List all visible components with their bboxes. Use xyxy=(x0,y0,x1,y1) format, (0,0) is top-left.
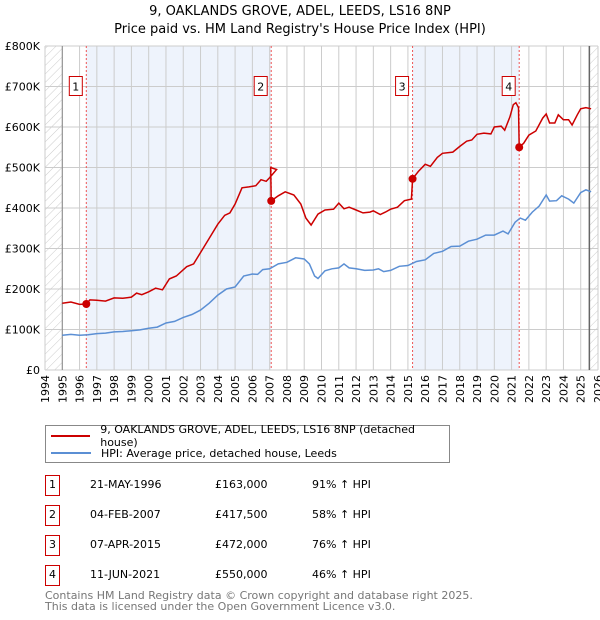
sale-date: 04-FEB-2007 xyxy=(90,508,161,521)
x-tick-label: 2008 xyxy=(281,375,294,403)
sale-price: £550,000 xyxy=(215,568,268,581)
x-tick-label: 2005 xyxy=(229,375,242,403)
legend-item-property: 9, OAKLANDS GROVE, ADEL, LEEDS, LS16 8NP… xyxy=(51,423,449,449)
x-tick-label: 2000 xyxy=(143,375,156,403)
x-tick-label: 2024 xyxy=(557,375,570,403)
y-tick-label: £500K xyxy=(5,162,41,175)
chart-title: 9, OAKLANDS GROVE, ADEL, LEEDS, LS16 8NP xyxy=(149,4,451,19)
x-tick-label: 2001 xyxy=(160,375,173,403)
legend-swatch-hpi xyxy=(51,452,91,454)
sale-price: £417,500 xyxy=(215,508,268,521)
sale-hpi-change: 46% ↑ HPI xyxy=(312,568,371,581)
y-tick-label: £200K xyxy=(5,283,41,296)
sale-price: £472,000 xyxy=(215,538,268,551)
footer: Contains HM Land Registry data © Crown c… xyxy=(45,590,473,612)
y-tick-label: £100K xyxy=(5,324,41,337)
x-tick-label: 2026 xyxy=(592,375,600,403)
sale-label-box xyxy=(501,76,516,96)
legend-item-hpi: HPI: Average price, detached house, Leed… xyxy=(51,445,337,461)
sale-date: 21-MAY-1996 xyxy=(90,478,162,491)
x-tick-label: 2021 xyxy=(506,375,519,403)
sale-label-number: 2 xyxy=(257,81,264,94)
sale-date: 11-JUN-2021 xyxy=(90,568,161,581)
x-tick-label: 2025 xyxy=(575,375,588,403)
x-tick-label: 2014 xyxy=(385,375,398,403)
legend: 9, OAKLANDS GROVE, ADEL, LEEDS, LS16 8NP… xyxy=(45,423,450,463)
sale-label-number: 3 xyxy=(399,81,406,94)
x-tick-label: 2020 xyxy=(488,375,501,403)
sale-point xyxy=(82,299,91,308)
x-tick-label: 2017 xyxy=(436,375,449,403)
hpi-line xyxy=(62,188,592,336)
y-tick-label: £0 xyxy=(26,364,40,377)
x-tick-label: 1998 xyxy=(108,375,121,403)
y-tick-label: £300K xyxy=(5,243,41,256)
sale-label-box xyxy=(68,76,83,96)
chart-subtitle: Price paid vs. HM Land Registry's House … xyxy=(114,22,486,37)
x-tick-label: 1999 xyxy=(125,375,138,403)
footer-line: Contains HM Land Registry data © Crown c… xyxy=(45,589,473,602)
sale-label-number: 1 xyxy=(72,81,79,94)
price-chart: 1994 1995 1996 1997 1998 1999 2000 2001 2002 2003… xyxy=(5,40,600,403)
sale-number: 3 xyxy=(45,535,60,556)
x-tick-label: 2002 xyxy=(177,375,190,403)
x-tick-label: 2011 xyxy=(333,375,346,403)
y-tick-label: £600K xyxy=(5,121,41,134)
x-tick-label: 2006 xyxy=(246,375,259,403)
sale-label-box xyxy=(395,76,410,96)
x-tick-label: 2018 xyxy=(454,375,467,403)
x-tick-label: 2012 xyxy=(350,375,363,403)
legend-label-property: 9, OAKLANDS GROVE, ADEL, LEEDS, LS16 8NP… xyxy=(100,423,415,449)
x-tick-label: 2007 xyxy=(264,375,277,403)
x-tick-label: 1994 xyxy=(39,375,52,403)
sale-date: 07-APR-2015 xyxy=(90,538,162,551)
legend-swatch-property xyxy=(51,435,91,437)
x-tick-label: 2009 xyxy=(298,375,311,403)
legend-label-hpi: HPI: Average price, detached house, Leed… xyxy=(101,446,337,460)
x-tick-label: 1997 xyxy=(91,375,104,403)
sale-hpi-change: 76% ↑ HPI xyxy=(312,538,371,551)
sale-point xyxy=(515,143,524,152)
x-tick-label: 2013 xyxy=(367,375,380,403)
x-tick-label: 2010 xyxy=(316,375,329,403)
property-line xyxy=(62,101,592,306)
sale-hpi-change: 91% ↑ HPI xyxy=(312,478,371,491)
x-tick-label: 2022 xyxy=(523,375,536,403)
sale-number: 4 xyxy=(45,565,60,586)
x-tick-label: 2015 xyxy=(402,375,415,403)
x-tick-label: 2019 xyxy=(471,375,484,403)
x-tick-label: 2016 xyxy=(419,375,432,403)
sale-point xyxy=(267,196,276,205)
y-tick-label: £700K xyxy=(5,81,41,94)
sale-price: £163,000 xyxy=(215,478,268,491)
sale-label-number: 4 xyxy=(505,81,512,94)
sale-hpi-change: 58% ↑ HPI xyxy=(312,508,371,521)
x-tick-label: 2023 xyxy=(540,375,553,403)
x-tick-label: 2003 xyxy=(195,375,208,403)
footer-line: This data is licensed under the Open Gov… xyxy=(45,600,396,613)
x-tick-label: 2004 xyxy=(212,375,225,403)
sale-number: 2 xyxy=(45,505,60,526)
y-tick-label: £400K xyxy=(5,202,41,215)
sale-point xyxy=(408,174,417,183)
x-tick-label: 1995 xyxy=(56,375,69,403)
sale-label-box xyxy=(253,76,268,96)
y-tick-label: £800K xyxy=(5,40,41,53)
x-tick-label: 1996 xyxy=(74,375,87,403)
sale-number: 1 xyxy=(45,475,60,496)
